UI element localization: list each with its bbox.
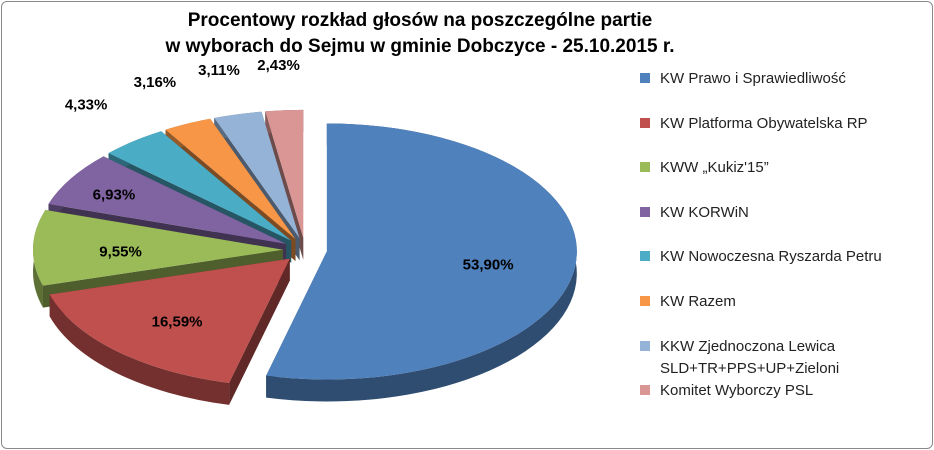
legend-label: KW Prawo i Sprawiedliwość [660,70,846,87]
legend-item: KW Platforma Obywatelska RP [640,113,930,158]
legend-item: KW Nowoczesna Ryszarda Petru [640,246,930,291]
legend-swatch [640,117,650,128]
legend-swatch [640,385,650,396]
legend-swatch [640,73,650,83]
data-label: 3,16% [134,74,177,91]
data-label: 53,90% [463,257,514,274]
legend-swatch [640,251,650,262]
legend-swatch [640,340,650,351]
legend: KW Prawo i Sprawiedliwość KW Platforma Ob… [640,68,930,425]
data-label: 4,33% [65,96,108,113]
slice [265,109,304,238]
legend-label: Komitet Wyborczy PSL [660,382,814,400]
slice [214,111,300,239]
legend-item: KKW Zjednoczona Lewica SLD+TR+PPS+UP+Zie… [640,336,930,381]
legend-swatch [640,206,650,217]
chart-title: Procentowy rozkład głosów na poszczególn… [165,10,675,57]
data-label: 6,93% [93,187,136,204]
legend-item: KW KORWiN [640,202,930,247]
slice [49,258,290,383]
slice [165,118,296,240]
slice-side [229,258,290,405]
legend-item: KWW „Kukiz'15” [640,157,930,202]
data-label: 9,55% [99,243,142,260]
legend-item: Komitet Wyborczy PSL [640,380,930,425]
legend-swatch [640,295,650,306]
legend-item: KW Razem [640,291,930,336]
data-label: 2,43% [257,57,300,74]
legend-label: KWW „Kukiz'15” [660,159,769,177]
slice [108,131,292,241]
data-label: 3,11% [198,62,240,79]
slice [48,156,287,244]
legend-item: KW Prawo i Sprawiedliwość [640,68,930,113]
legend-label: KW Platforma Obywatelska RP [660,114,868,132]
legend-label: KW Razem [660,292,736,310]
legend-label: KW Nowoczesna Ryszarda Petru [660,248,882,266]
data-label: 16,59% [152,314,203,331]
legend-label: KKW Zjednoczona Lewica SLD+TR+PPS+UP+Zie… [660,337,840,377]
legend-label: KW KORWiN [660,203,749,221]
legend-swatch [640,162,650,173]
slice [266,123,577,380]
slice-side [49,294,230,405]
slice [33,209,284,286]
